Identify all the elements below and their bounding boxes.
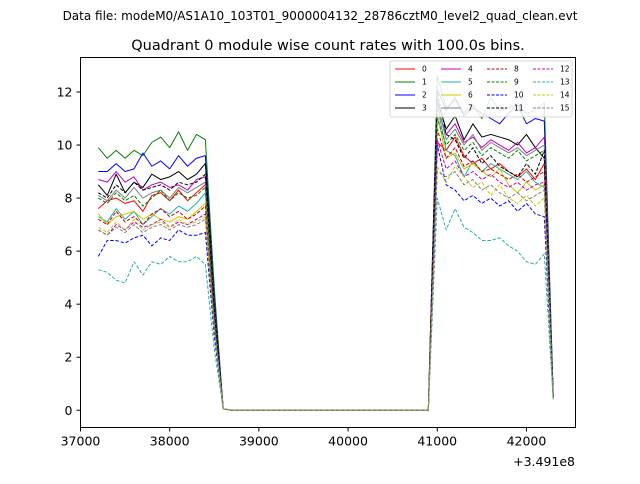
y-tick-label: 8 [65,191,73,206]
legend-label-1: 1 [422,78,427,87]
y-tick-label: 10 [57,138,73,153]
legend-box [389,60,573,118]
legend-label-5: 5 [468,78,473,87]
y-tick-label: 12 [57,84,73,99]
series-line-8 [98,128,554,411]
legend-label-13: 13 [560,78,570,87]
legend-label-14: 14 [560,91,570,100]
chart-title: Quadrant 0 module wise count rates with … [131,38,525,54]
x-tick-label: 37000 [61,434,101,449]
x-tick-label: 41000 [417,434,457,449]
legend-label-6: 6 [468,91,473,100]
legend-label-3: 3 [422,104,427,113]
legend-label-9: 9 [514,78,519,87]
series-line-13 [98,197,554,411]
legend-label-8: 8 [514,65,519,74]
y-tick-label: 0 [65,403,73,418]
x-offset-label: +3.491e8 [513,454,575,469]
legend-label-2: 2 [422,91,427,100]
legend-label-11: 11 [514,104,524,113]
plot-area [97,75,554,411]
series-line-15 [98,171,554,411]
legend-label-12: 12 [560,65,570,74]
x-tick-label: 38000 [150,434,190,449]
axis-ticks: 37000 38000 39000 40000 41000 42000 0 2 4 6 8 10 12 [57,84,547,448]
axes-frame [80,57,576,428]
y-tick-label: 6 [65,244,73,259]
legend-label-15: 15 [560,104,570,113]
legend-label-7: 7 [468,104,473,113]
legend-label-4: 4 [468,65,473,74]
y-tick-label: 2 [65,350,73,365]
x-tick-label: 40000 [328,434,368,449]
legend-label-10: 10 [514,91,524,100]
x-tick-label: 39000 [239,434,279,449]
legend-label-0: 0 [422,65,427,74]
suptitle: Data file: modeM0/AS1A10_103T01_90000041… [63,9,578,23]
x-tick-label: 42000 [507,434,547,449]
y-tick-label: 4 [65,297,73,312]
